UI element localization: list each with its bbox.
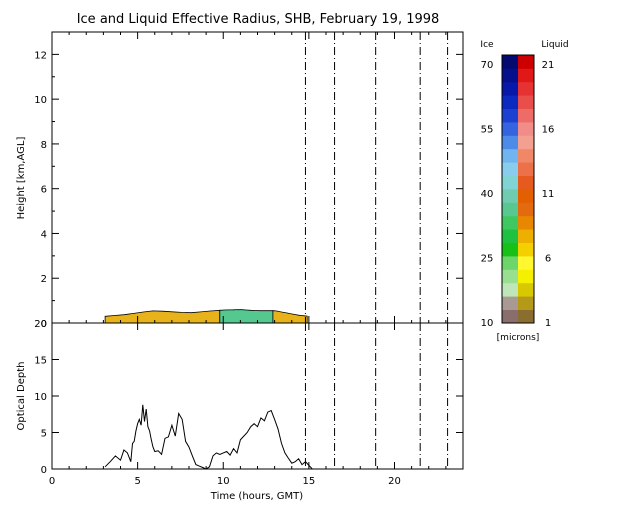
- colorbar-liquid-swatch: [518, 148, 534, 163]
- colorbar-liquid-swatch: [518, 95, 534, 109]
- time-axis-label: Time (hours, GMT): [210, 491, 304, 502]
- time-tick-label: 15: [303, 476, 316, 487]
- colorbar-ice-swatch: [502, 162, 518, 176]
- time-tick-label: 20: [388, 476, 401, 487]
- radius-panel: 0 2 4 6 8 10 12 Height [km,AGL]: [16, 31, 464, 330]
- colorbar-ice-swatch: [502, 269, 518, 284]
- optical-depth-tick-label: 0: [41, 465, 47, 476]
- colorbar-ice-tick-label: 10: [481, 318, 494, 329]
- optical-depth-tick-label: 5: [41, 429, 47, 440]
- colorbar-ice-swatch: [502, 135, 518, 150]
- time-tick-label: 10: [217, 476, 230, 487]
- colorbar-liquid-tick-label: 21: [542, 60, 555, 71]
- colorbar-liquid-swatch: [518, 162, 534, 176]
- colorbar-ice-swatch: [502, 256, 518, 270]
- colorbar: Ice Liquid 70 21 55 16 40 11 25 6 10 1 [microns]: [480, 40, 568, 343]
- optical-depth-series: [104, 404, 313, 470]
- colorbar-ice-tick-label: 70: [481, 60, 494, 71]
- colorbar-liquid-swatch: [518, 189, 534, 203]
- colorbar-units: [microns]: [497, 333, 540, 343]
- radius-panel-frame: [51, 31, 464, 324]
- height-tick-label: 12: [34, 50, 47, 61]
- colorbar-liquid-swatch: [518, 202, 534, 217]
- colorbar-frame: [501, 54, 535, 324]
- colorbar-ice-swatch: [502, 55, 518, 69]
- colorbar-liquid-swatch: [518, 229, 534, 243]
- radius-region-liquid-0: [104, 309, 221, 324]
- colorbar-liquid-swatch: [518, 215, 534, 230]
- optical-depth-tick-label: 15: [34, 356, 47, 367]
- colorbar-liquid-swatch: [518, 108, 534, 123]
- colorbar-liquid-tick-label: 6: [545, 254, 551, 265]
- colorbar-liquid-swatch: [518, 122, 534, 136]
- height-tick-label: 0: [41, 319, 47, 330]
- colorbar-ice-swatch: [502, 215, 518, 230]
- height-tick-label: 2: [41, 274, 47, 285]
- colorbar-liquid-column: [518, 55, 534, 324]
- colorbar-ice-column: [502, 55, 518, 324]
- colorbar-tick-labels: 70 21 55 16 40 11 25 6 10 1: [481, 60, 555, 329]
- colorbar-ice-swatch: [502, 282, 518, 297]
- colorbar-liquid-swatch: [518, 68, 534, 83]
- colorbar-liquid-swatch: [518, 55, 534, 69]
- lower-event-lines: [304, 323, 449, 469]
- colorbar-ice-swatch: [502, 242, 518, 257]
- optical-depth-line: [104, 404, 313, 470]
- colorbar-ice-swatch: [502, 296, 518, 310]
- optical-depth-tick-label: 10: [34, 392, 47, 403]
- time-axis-ticks: 0 5 10 15 20: [49, 32, 447, 487]
- colorbar-ice-tick-label: 40: [481, 189, 494, 200]
- colorbar-ice-swatch: [502, 175, 518, 190]
- optical-depth-axis-ticks: 0 5 10 15 20: [34, 319, 463, 476]
- radius-region-liquid-2: [272, 310, 308, 324]
- height-tick-label: 4: [41, 229, 47, 240]
- radius-fill-layer: [104, 309, 308, 324]
- height-tick-label: 6: [41, 185, 47, 196]
- colorbar-ice-tick-label: 25: [481, 254, 494, 265]
- colorbar-liquid-tick-label: 11: [542, 189, 555, 200]
- time-tick-label: 0: [49, 476, 55, 487]
- colorbar-ice-swatch: [502, 81, 518, 96]
- colorbar-ice-swatch: [502, 309, 518, 324]
- radius-region-ice-1: [219, 309, 274, 324]
- height-axis-ticks: 0 2 4 6 8 10 12: [34, 50, 463, 330]
- colorbar-ice-swatch: [502, 68, 518, 83]
- colorbar-liquid-swatch: [518, 282, 534, 297]
- height-tick-label: 8: [41, 140, 47, 151]
- colorbar-liquid-swatch: [518, 81, 534, 96]
- colorbar-ice-swatch: [502, 189, 518, 203]
- colorbar-liquid-swatch: [518, 256, 534, 270]
- colorbar-liquid-swatch: [518, 269, 534, 284]
- optical-depth-tick-label: 20: [34, 319, 47, 330]
- colorbar-liquid-swatch: [518, 242, 534, 257]
- colorbar-ice-swatch: [502, 148, 518, 163]
- optical-depth-axis-label: Optical Depth: [16, 362, 27, 431]
- colorbar-liquid-tick-label: 16: [542, 125, 555, 136]
- height-tick-label: 10: [34, 95, 47, 106]
- colorbar-liquid-label: Liquid: [541, 40, 568, 50]
- height-axis-label: Height [km,AGL]: [16, 137, 27, 220]
- colorbar-ice-swatch: [502, 229, 518, 243]
- optical-depth-frame: [51, 322, 464, 470]
- colorbar-ice-swatch: [502, 108, 518, 123]
- time-tick-label: 5: [134, 476, 140, 487]
- colorbar-ice-label: Ice: [480, 40, 494, 50]
- colorbar-ice-tick-label: 55: [481, 125, 494, 136]
- colorbar-liquid-swatch: [518, 309, 534, 324]
- colorbar-ice-swatch: [502, 202, 518, 217]
- colorbar-liquid-tick-label: 1: [545, 318, 551, 329]
- colorbar-ice-swatch: [502, 95, 518, 109]
- chart-title: Ice and Liquid Effective Radius, SHB, Fe…: [77, 12, 440, 27]
- colorbar-liquid-swatch: [518, 296, 534, 310]
- colorbar-liquid-swatch: [518, 175, 534, 190]
- colorbar-liquid-swatch: [518, 135, 534, 150]
- upper-event-lines: [304, 32, 449, 323]
- colorbar-ice-swatch: [502, 122, 518, 136]
